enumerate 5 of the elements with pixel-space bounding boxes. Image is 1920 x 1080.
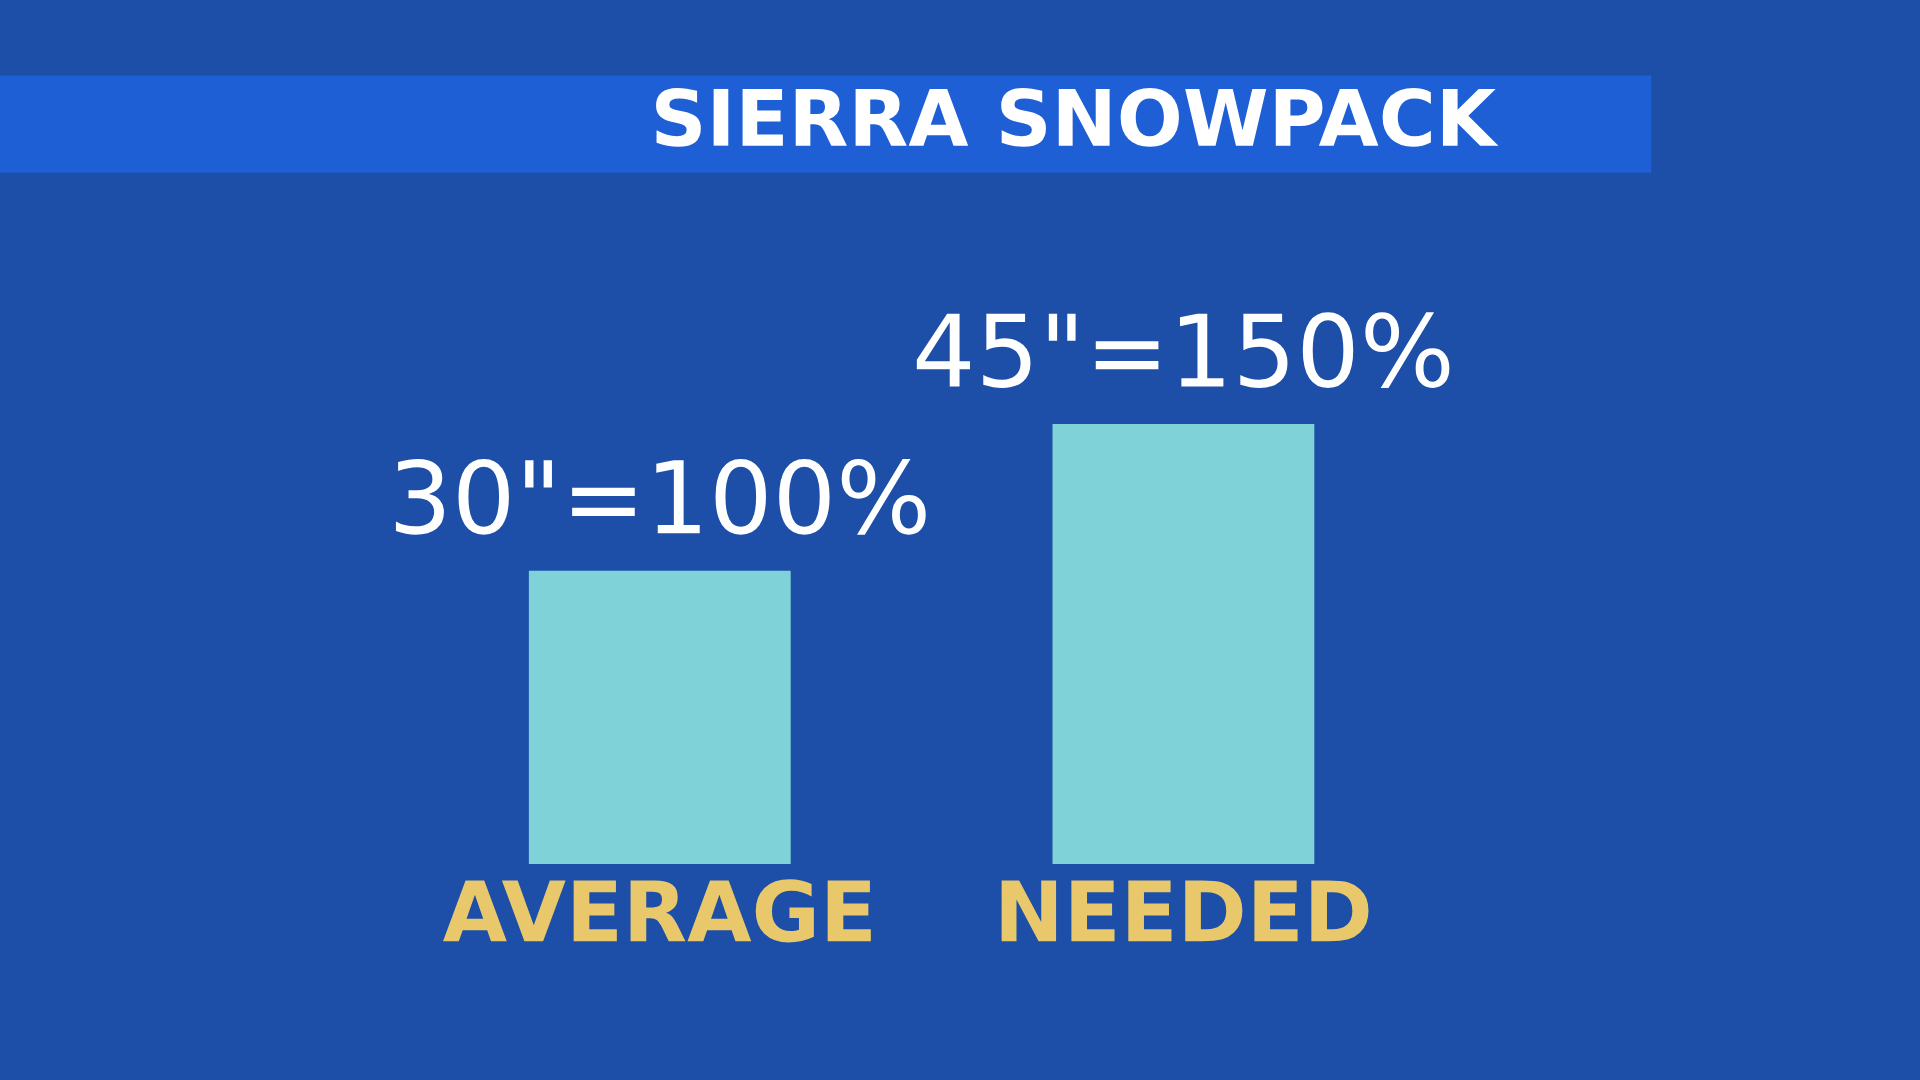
- x-tick-label: NEEDED: [1001, 880, 1369, 942]
- data-label: 45"=150%: [916, 312, 1450, 388]
- x-tick-label: AVERAGE: [443, 879, 871, 943]
- chart-title: SIERRA SNOWPACK: [656, 87, 1499, 147]
- data-label: 30"=100%: [395, 458, 926, 535]
